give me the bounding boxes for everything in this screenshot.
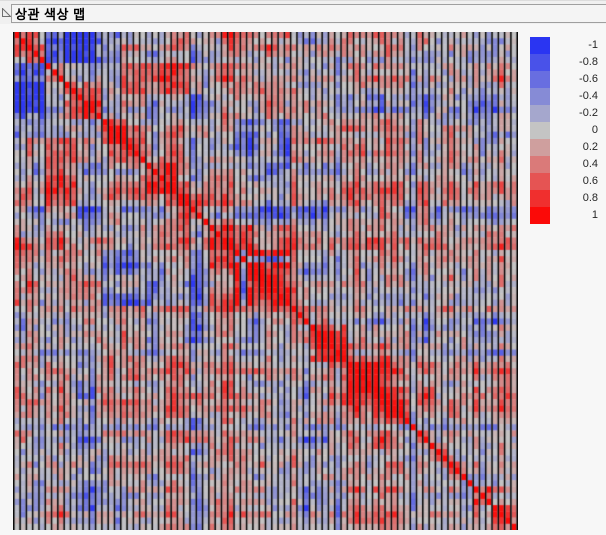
legend-tick-label: -0.6 [579,73,598,85]
outline-header[interactable]: 상관 색상 맵 [0,1,606,24]
legend-swatch [530,54,550,71]
legend-swatch [530,122,550,139]
page-title: 상관 색상 맵 [15,7,86,22]
disclosure-triangle-icon[interactable] [2,8,11,17]
legend-swatch [530,88,550,105]
legend-tick-label: -0.2 [579,107,598,119]
correlation-heatmap[interactable] [13,32,518,530]
legend-tick-label: 0.2 [582,141,598,153]
legend-swatch [530,207,550,224]
legend-swatch [530,139,550,156]
legend-swatch [530,37,550,54]
legend-tick-label: -0.8 [579,56,598,68]
legend-swatch [530,190,550,207]
legend-swatch [530,71,550,88]
legend-tick-label: 1 [591,209,598,221]
legend-tick-label: 0.8 [582,192,598,204]
legend-tick-label: 0.6 [582,175,598,187]
legend-swatch [530,173,550,190]
legend-tick-label: 0 [591,124,598,136]
outline-title-box[interactable]: 상관 색상 맵 [11,4,606,23]
color-legend: -1 -0.8 -0.6 -0.4 -0.2 0 0.2 0.4 0.6 0.8 1 [530,37,600,224]
legend-swatch [530,156,550,173]
legend-tick-label: -0.4 [579,90,598,102]
legend-tick-label: 0.4 [582,158,598,170]
legend-swatch [530,105,550,122]
legend-tick-label: -1 [588,39,598,51]
